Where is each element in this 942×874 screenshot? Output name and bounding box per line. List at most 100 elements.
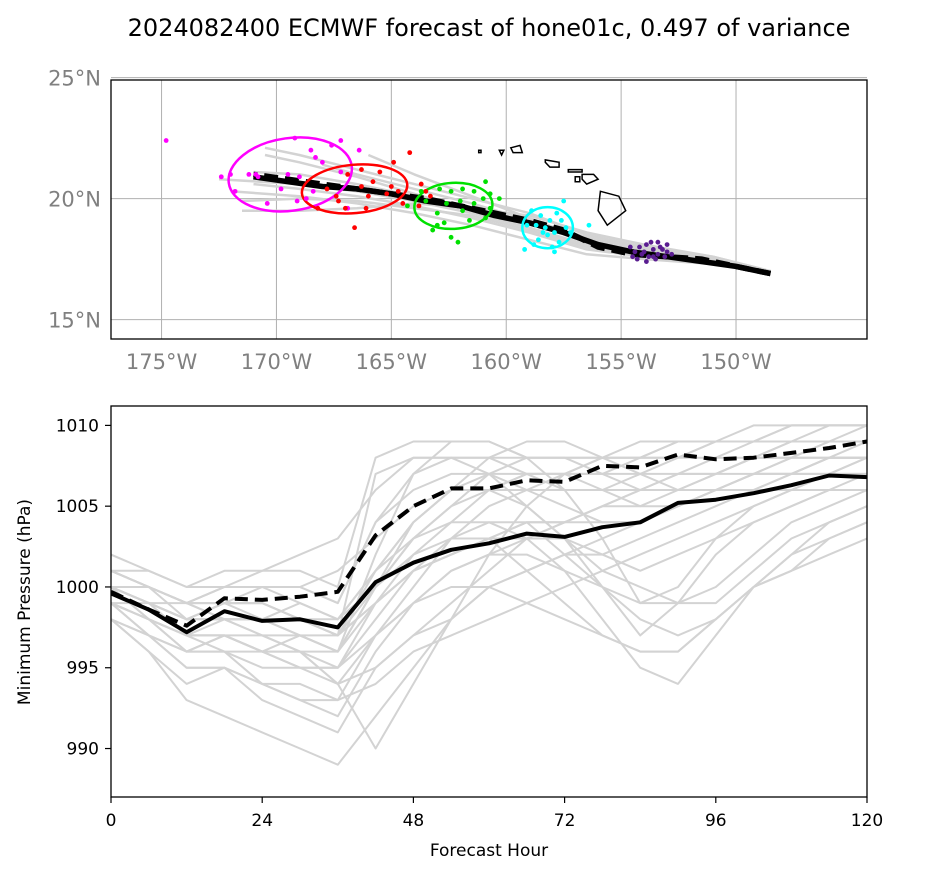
- ensemble-position-dot: [460, 186, 465, 192]
- ensemble-position-dot: [540, 230, 546, 235]
- ensemble-mean-pressure-line: [111, 473, 867, 635]
- ensemble-position-dot: [246, 172, 252, 177]
- y-tick-label: 995: [67, 659, 99, 679]
- ensemble-position-dot: [285, 172, 291, 177]
- ensemble-position-dot: [634, 256, 640, 262]
- ensemble-position-dot: [632, 249, 638, 255]
- ensemble-pressure-line: [111, 424, 867, 605]
- ensemble-position-dot: [418, 181, 424, 187]
- ensemble-position-dot: [391, 159, 397, 165]
- ensemble-position-dot: [313, 155, 318, 160]
- ensemble-position-dot: [437, 186, 442, 192]
- ensemble-position-dot: [561, 198, 567, 204]
- ensemble-position-dot: [320, 159, 325, 165]
- ensemble-position-dot: [558, 217, 564, 223]
- y-tick-label: 1005: [56, 497, 99, 517]
- ensemble-position-dot: [363, 205, 369, 211]
- map-lon-tick-label: 165°W: [356, 350, 428, 374]
- ensemble-position-dot: [297, 174, 302, 180]
- ensemble-position-dot: [356, 147, 362, 153]
- map-lon-tick-label: 175°W: [126, 350, 198, 374]
- ensemble-position-dot: [428, 193, 433, 199]
- ensemble-position-dot: [423, 198, 429, 204]
- island-outline: [567, 168, 583, 173]
- map-frame: [110, 79, 868, 340]
- x-tick-label: 120: [851, 811, 883, 831]
- ensemble-position-dot: [552, 230, 557, 235]
- ensemble-position-dot: [308, 147, 314, 153]
- ensemble-position-dot: [359, 167, 364, 172]
- ensemble-position-dot: [324, 186, 330, 192]
- ensemble-position-dot: [294, 198, 300, 204]
- ensemble-position-dot: [644, 259, 649, 264]
- ensemble-position-dot: [434, 222, 440, 228]
- uncertainty-ellipses: [227, 136, 575, 250]
- ensemble-pressure-line: [111, 456, 867, 637]
- mean-tracks: [253, 171, 772, 277]
- x-tick-label: 24: [251, 811, 273, 831]
- island-outline: [509, 144, 524, 154]
- uncertainty-ellipse: [413, 181, 494, 231]
- y-tick-label: 990: [67, 740, 99, 760]
- island-outline: [581, 173, 600, 185]
- ensemble-position-dot: [377, 169, 383, 175]
- ensemble-position-dot: [637, 244, 642, 250]
- ensemble-position-dot: [430, 227, 436, 233]
- ensemble-position-dot: [483, 215, 488, 221]
- ensemble-position-dot: [434, 210, 440, 216]
- map-tick-labels: 175°W 170°W 165°W 160°W 155°W 150°W 25°N 20°N 15…: [48, 67, 772, 374]
- ensemble-pressure-line: [111, 472, 867, 702]
- ensemble-position-dot: [441, 220, 447, 226]
- ensemble-position-dot: [455, 239, 461, 245]
- ensemble-position-dot: [342, 205, 348, 211]
- ensemble-position-dot: [448, 234, 454, 240]
- ensemble-position-dot: [416, 203, 422, 209]
- uncertainty-ellipse: [521, 205, 575, 250]
- ensemble-position-dot: [457, 198, 463, 204]
- ensemble-position-dot: [648, 239, 654, 245]
- ensemble-position-dot: [388, 184, 394, 189]
- ensemble-position-dot: [352, 225, 357, 231]
- ensemble-position-dot: [310, 188, 316, 194]
- island-outline: [597, 190, 627, 227]
- ensemble-position-dot: [467, 217, 472, 223]
- ensemble-pressure-line: [111, 489, 867, 669]
- map-lat-tick-label: 25°N: [48, 67, 101, 91]
- ensemble-position-dot: [554, 210, 560, 216]
- ensemble-position-dot: [660, 247, 665, 252]
- pressure-ticks: 0 24 48 72 96 120 990 995 1000 1005 1010: [56, 416, 883, 831]
- ensemble-position-dot: [292, 135, 298, 141]
- ensemble-position-dot: [538, 213, 544, 218]
- map-lat-tick-label: 15°N: [48, 309, 101, 333]
- ensemble-position-dot: [407, 150, 413, 156]
- ensemble-position-dot: [664, 242, 670, 247]
- ensemble-position-dot: [655, 239, 661, 245]
- y-axis-label: Minimum Pressure (hPa): [15, 499, 35, 705]
- ensemble-position-dot: [384, 191, 390, 197]
- ensemble-position-dot: [664, 249, 670, 255]
- ensemble-position-dot: [338, 169, 344, 175]
- ensemble-position-dot: [228, 172, 233, 177]
- ensemble-pressure-line: [111, 521, 867, 653]
- map-lon-tick-label: 155°W: [585, 350, 657, 374]
- ensemble-position-dot: [405, 203, 410, 209]
- ensemble-position-dot: [329, 142, 334, 148]
- ensemble-position-dot: [496, 196, 502, 202]
- ensemble-position-dot: [556, 239, 562, 245]
- ensemble-position-dot: [345, 172, 351, 177]
- x-tick-label: 72: [554, 811, 576, 831]
- ensemble-position-dot: [255, 174, 261, 180]
- map-lat-tick-label: 20°N: [48, 188, 101, 212]
- ensemble-position-dot: [418, 188, 424, 194]
- ensemble-position-dot: [218, 174, 224, 180]
- ensemble-position-dot: [644, 242, 649, 247]
- ensemble-position-dot: [533, 222, 539, 228]
- deterministic-pressure-line: [111, 439, 867, 628]
- x-tick-label: 0: [106, 811, 117, 831]
- deterministic-track: [253, 171, 772, 277]
- pressure-mean-lines: [111, 439, 867, 635]
- hawaii-coastlines: [477, 144, 627, 227]
- ensemble-position-dot: [232, 188, 238, 194]
- map-lon-tick-label: 170°W: [241, 350, 313, 374]
- ensemble-position-dot: [630, 254, 636, 260]
